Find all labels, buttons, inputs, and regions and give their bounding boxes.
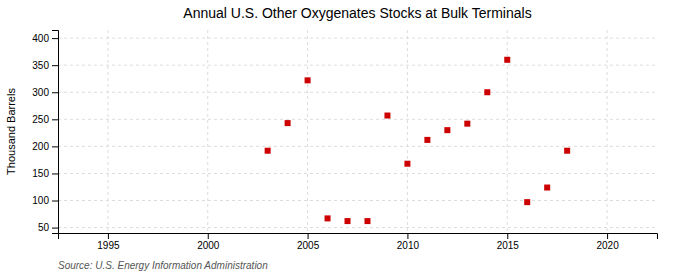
point bbox=[464, 121, 470, 127]
point bbox=[504, 57, 510, 63]
tick: 2000 bbox=[197, 233, 220, 251]
tick: 200 bbox=[32, 141, 58, 152]
tick: 400 bbox=[32, 33, 58, 44]
tick-mark bbox=[108, 233, 109, 239]
tick-label: 400 bbox=[32, 33, 49, 44]
grid-line bbox=[607, 30, 608, 233]
point bbox=[305, 77, 311, 83]
point bbox=[325, 215, 331, 221]
chart: 1995 2000 2005 2010 2015 2020 50 100 150 200 250 30… bbox=[0, 0, 675, 275]
tick-label: 2000 bbox=[197, 240, 220, 251]
grid bbox=[58, 30, 657, 233]
point bbox=[265, 148, 271, 154]
tick-mark bbox=[208, 233, 209, 239]
grid-line bbox=[58, 119, 657, 120]
tick-mark bbox=[52, 65, 58, 66]
y-axis: 50 100 150 200 250 300 350 400 bbox=[32, 31, 58, 234]
grid-line bbox=[58, 146, 657, 147]
tick-label: 2010 bbox=[397, 240, 420, 251]
point bbox=[404, 161, 410, 167]
tick-mark bbox=[52, 201, 58, 202]
tick-mark bbox=[52, 38, 58, 39]
tick-label: 2020 bbox=[596, 240, 619, 251]
tick: 100 bbox=[32, 195, 58, 206]
tick-mark bbox=[52, 119, 58, 120]
marks bbox=[265, 57, 571, 224]
tick-label: 2005 bbox=[297, 240, 320, 251]
point bbox=[424, 137, 430, 143]
tick-mark bbox=[308, 233, 309, 239]
tick-label: 250 bbox=[32, 114, 49, 125]
point bbox=[484, 89, 490, 95]
tick: 2005 bbox=[297, 233, 320, 251]
point bbox=[444, 127, 450, 133]
grid-line bbox=[58, 173, 657, 174]
point bbox=[364, 218, 370, 224]
grid-line bbox=[307, 30, 308, 233]
tick-mark bbox=[52, 146, 58, 147]
page: {"chart_data": {"type": "scatter", "titl… bbox=[0, 0, 675, 275]
tick: 300 bbox=[32, 87, 58, 98]
tick: 250 bbox=[32, 114, 58, 125]
tick: 50 bbox=[38, 222, 58, 233]
grid-line bbox=[58, 92, 657, 93]
point bbox=[285, 120, 291, 126]
tick-mark bbox=[607, 233, 608, 239]
tick: 2010 bbox=[397, 233, 420, 251]
point bbox=[524, 199, 530, 205]
tick-mark bbox=[52, 173, 58, 174]
tick-label: 300 bbox=[32, 87, 49, 98]
point bbox=[345, 218, 351, 224]
tick-label: 150 bbox=[32, 168, 49, 179]
y-axis-title: Thousand Barrels bbox=[5, 88, 17, 175]
annotation: Source: U.S. Energy Information Administ… bbox=[58, 260, 268, 271]
plot-area: 1995 2000 2005 2010 2015 2020 50 100 150 200 250 30… bbox=[32, 30, 657, 251]
tick-label: 2015 bbox=[497, 240, 520, 251]
tick-mark bbox=[507, 233, 508, 239]
tick: 2015 bbox=[497, 233, 520, 251]
tick-mark bbox=[52, 228, 58, 229]
point bbox=[544, 185, 550, 191]
tick-label: 350 bbox=[32, 60, 49, 71]
tick-label: 200 bbox=[32, 141, 49, 152]
tick-label: 100 bbox=[32, 195, 49, 206]
grid-line bbox=[58, 200, 657, 201]
x-axis: 1995 2000 2005 2010 2015 2020 bbox=[59, 233, 658, 251]
axis-line bbox=[59, 234, 658, 240]
tick-label: 1995 bbox=[97, 240, 120, 251]
tick-label: 50 bbox=[38, 222, 50, 233]
tick-mark bbox=[52, 92, 58, 93]
grid-line bbox=[58, 65, 657, 66]
tick: 1995 bbox=[97, 233, 120, 251]
grid-line bbox=[207, 30, 208, 233]
point bbox=[564, 148, 570, 154]
title: Annual U.S. Other Oxygenates Stocks at B… bbox=[183, 5, 531, 21]
grid-line bbox=[58, 38, 657, 39]
tick: 350 bbox=[32, 60, 58, 71]
tick-mark bbox=[407, 233, 408, 239]
axis-line bbox=[52, 31, 59, 234]
grid-line bbox=[58, 227, 657, 228]
grid-line bbox=[407, 30, 408, 233]
tick: 2020 bbox=[596, 233, 619, 251]
point bbox=[384, 113, 390, 119]
grid-line bbox=[107, 30, 108, 233]
tick: 150 bbox=[32, 168, 58, 179]
